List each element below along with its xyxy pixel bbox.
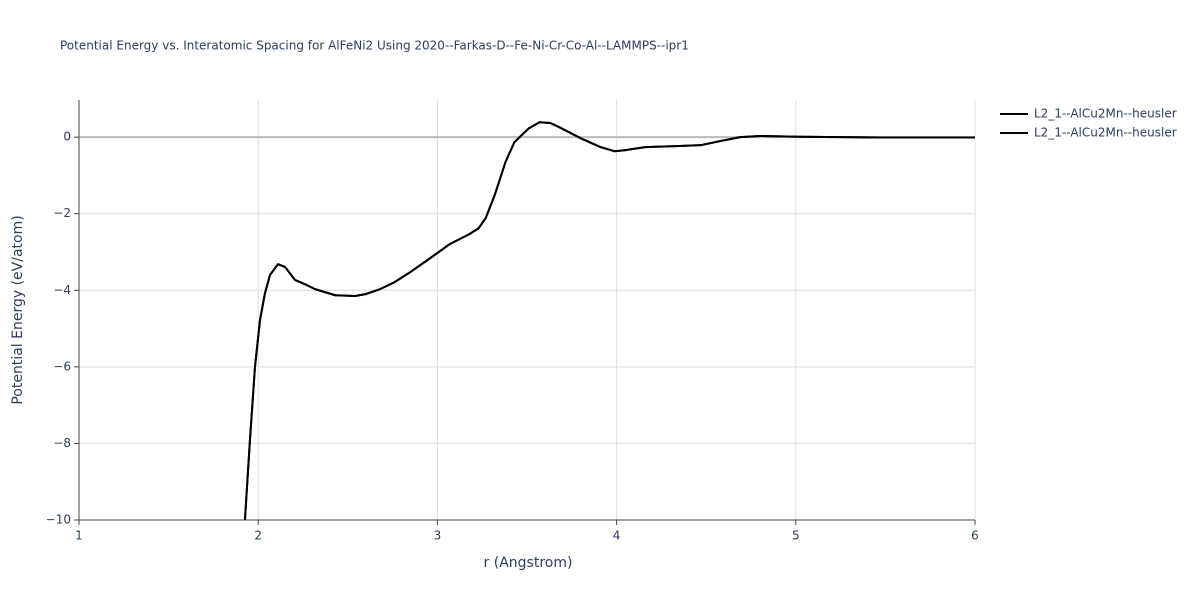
x-tick-label: 2	[254, 529, 262, 543]
x-tick-label: 4	[613, 529, 621, 543]
legend-label: L2_1--AlCu2Mn--heusler	[1034, 107, 1177, 121]
y-axis-title: Potential Energy (eV/atom)	[10, 215, 26, 404]
x-tick-label: 3	[434, 529, 442, 543]
y-tick-label: −2	[53, 206, 71, 220]
y-tick-label: −6	[53, 359, 71, 373]
x-tick-label: 6	[971, 529, 979, 543]
y-tick-label: −10	[46, 513, 71, 527]
series-line	[243, 121, 975, 521]
x-axis-title: r (Angstrom)	[484, 555, 573, 571]
chart-title: Potential Energy vs. Interatomic Spacing…	[60, 39, 689, 53]
x-tick-label: 1	[75, 529, 83, 543]
x-tick-label: 5	[792, 529, 800, 543]
y-tick-label: −4	[53, 283, 71, 297]
y-tick-label: 0	[63, 130, 71, 144]
y-tick-label: −8	[53, 436, 71, 450]
legend-label: L2_1--AlCu2Mn--heusler	[1034, 126, 1177, 140]
series-line	[243, 121, 975, 521]
